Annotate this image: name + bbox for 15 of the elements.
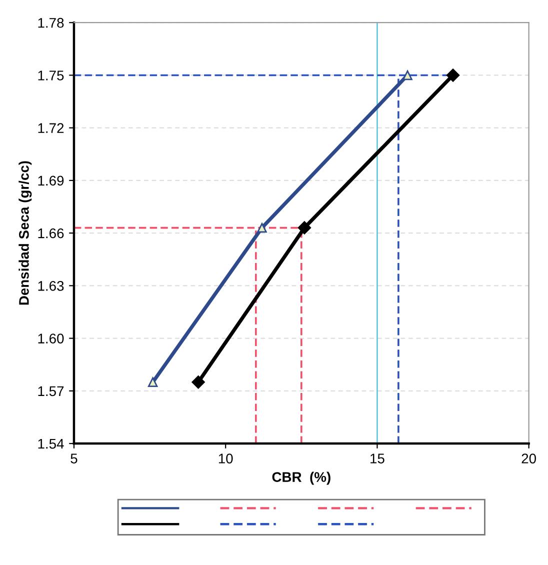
y-axis-title: Densidad Seca (gr/cc) <box>18 161 32 305</box>
x-tick-label: 5 <box>70 454 78 464</box>
x-axis-title: CBR (%) <box>272 472 330 485</box>
y-tick-label: 1.66 <box>38 228 64 238</box>
y-tick-label: 1.57 <box>38 386 64 396</box>
y-tick-label: 1.54 <box>38 439 64 449</box>
y-tick-label: 1.78 <box>38 18 64 28</box>
y-tick-label: 1.60 <box>38 334 64 344</box>
x-tick-label: 15 <box>370 454 384 464</box>
y-tick-label: 1.72 <box>38 123 64 133</box>
x-tick-label: 20 <box>522 454 536 464</box>
y-tick-label: 1.63 <box>38 281 64 291</box>
y-tick-label: 1.69 <box>38 176 64 186</box>
y-tick-label: 1.75 <box>38 70 64 80</box>
x-tick-label: 10 <box>218 454 233 464</box>
